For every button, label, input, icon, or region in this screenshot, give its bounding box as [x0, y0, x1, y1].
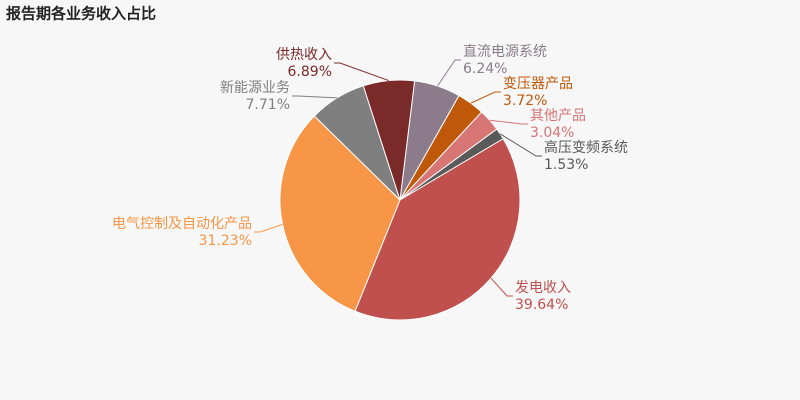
value-label: 6.89% — [288, 64, 332, 80]
value-label: 3.72% — [503, 93, 547, 109]
slice-label: 直流电源系统 — [463, 43, 547, 60]
value-label: 6.24% — [463, 61, 507, 77]
value-label: 1.53% — [544, 157, 588, 173]
leader-line — [499, 133, 542, 157]
leader-line — [334, 62, 389, 82]
leader-line — [490, 277, 513, 297]
slice-label: 电气控制及自动化产品 — [112, 216, 252, 232]
pie-slice — [279, 115, 401, 312]
slice-label: 发电收入 — [515, 280, 571, 296]
leader-line — [489, 119, 528, 125]
leader-line — [470, 91, 501, 104]
value-label: 7.71% — [246, 97, 290, 113]
slice-label: 高压变频系统 — [544, 139, 628, 156]
pie-slice — [354, 138, 521, 321]
slice-label: 变压器产品 — [503, 76, 573, 92]
slice-label: 供热收入 — [276, 47, 332, 63]
slice-label: 新能源业务 — [220, 80, 290, 96]
leader-line — [437, 59, 461, 87]
pie-slice — [362, 79, 416, 201]
chart-title: 报告期各业务收入占比 — [6, 5, 156, 23]
value-label: 3.04% — [530, 125, 574, 141]
value-label: 31.23% — [199, 233, 252, 249]
value-label: 39.64% — [515, 297, 568, 313]
slice-label: 其他产品 — [530, 108, 586, 124]
leader-line — [254, 224, 283, 233]
leader-line — [292, 95, 337, 99]
